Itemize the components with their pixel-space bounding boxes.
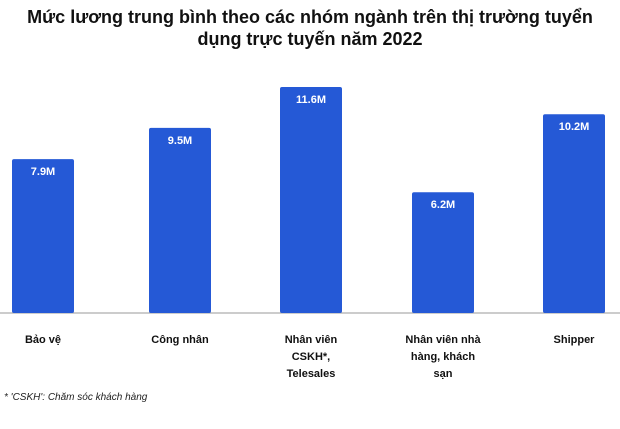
value-label: 11.6M: [296, 94, 326, 106]
bar: [412, 192, 474, 313]
x-tick-label: Nhân viên CSKH*, Telesales: [284, 334, 338, 380]
value-label: 9.5M: [168, 135, 192, 147]
bar: [280, 87, 342, 313]
bar: [149, 127, 211, 314]
value-label: 7.9M: [31, 166, 55, 178]
value-label: 6.2M: [431, 199, 455, 211]
x-tick-label: Công nhân: [151, 334, 209, 346]
value-label: 10.2M: [559, 121, 590, 133]
bar: [543, 114, 605, 313]
x-tick-label: Bảo vệ: [24, 334, 62, 346]
chart-title: Mức lương trung bình theo các nhóm ngành…: [27, 7, 593, 49]
footnote: * 'CSKH': Chăm sóc khách hàng: [4, 392, 148, 403]
x-tick-label: Shipper: [553, 334, 595, 346]
x-tick-label: Nhân viên nhà hàng, khách sạn: [405, 334, 481, 380]
bar: [12, 159, 74, 313]
